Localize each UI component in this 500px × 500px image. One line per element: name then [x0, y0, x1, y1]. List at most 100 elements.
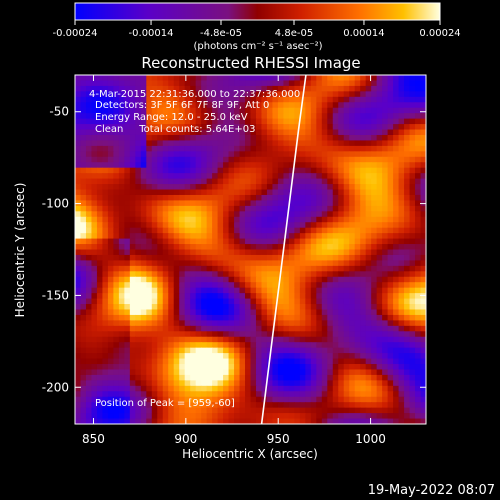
heatmap-cell [239, 156, 246, 163]
heatmap-cell [283, 162, 290, 169]
heatmap-cell [201, 320, 208, 327]
heatmap-cell [349, 347, 356, 354]
heatmap-cell [332, 260, 339, 267]
heatmap-cell [228, 107, 235, 114]
heatmap-cell [162, 244, 169, 251]
heatmap-cell [201, 222, 208, 229]
heatmap-cell [349, 189, 356, 196]
heatmap-cell [376, 118, 383, 125]
heatmap-cell [343, 156, 350, 163]
heatmap-cell [294, 189, 301, 196]
heatmap-cell [96, 205, 104, 212]
heatmap-cell [212, 124, 219, 131]
heatmap-cell [349, 418, 356, 424]
heatmap-cell [217, 107, 224, 114]
x-axis-label: Heliocentric X (arcsec) [182, 447, 318, 461]
heatmap-cell [261, 298, 268, 305]
y-tick-label: -50 [49, 105, 69, 119]
heatmap-cell [415, 227, 422, 234]
heatmap-cell [266, 216, 274, 223]
heatmap-cell [338, 167, 345, 174]
heatmap-cell [266, 238, 274, 245]
heatmap-cell [190, 287, 197, 294]
heatmap-cell [140, 107, 147, 114]
heatmap-cell [173, 113, 180, 120]
heatmap-cell [124, 75, 131, 82]
heatmap-cell [140, 118, 147, 125]
heatmap-cell [321, 200, 328, 207]
heatmap-cell [415, 249, 422, 256]
heatmap-cell [102, 96, 109, 103]
heatmap-cell [327, 396, 334, 403]
heatmap-cell [327, 413, 334, 420]
heatmap-cell [343, 118, 350, 125]
heatmap-cell [162, 216, 169, 223]
heatmap-cell [321, 347, 328, 354]
heatmap-cell [212, 205, 219, 212]
heatmap-cell [245, 244, 252, 251]
heatmap-cell [409, 271, 416, 278]
heatmap-cell [206, 353, 213, 360]
heatmap-cell [96, 336, 104, 343]
heatmap-cell [299, 347, 306, 354]
heatmap-cell [299, 129, 306, 136]
heatmap-cell [382, 102, 389, 109]
heatmap-cell [85, 140, 93, 147]
heatmap-cell [354, 369, 361, 376]
heatmap-cell [184, 282, 191, 289]
heatmap-cell [85, 336, 93, 343]
heatmap-cell [332, 173, 339, 180]
heatmap-cell [382, 238, 389, 245]
heatmap-cell [135, 342, 142, 349]
heatmap-cell [85, 227, 93, 234]
heatmap-cell [371, 282, 378, 289]
heatmap-cell [80, 145, 87, 152]
heatmap-cell [223, 167, 230, 174]
heatmap-cell [91, 293, 98, 300]
heatmap-cell [201, 238, 208, 245]
heatmap-cell [146, 265, 153, 272]
heatmap-cell [151, 385, 158, 392]
heatmap-cell [80, 200, 87, 207]
heatmap-cell [102, 178, 109, 185]
heatmap-cell [360, 80, 367, 87]
heatmap-cell [162, 260, 169, 267]
heatmap-cell [217, 402, 224, 409]
heatmap-cell [332, 293, 339, 300]
heatmap-cell [168, 85, 175, 92]
heatmap-cell [234, 391, 241, 398]
heatmap-cell [195, 254, 202, 261]
heatmap-cell [371, 156, 378, 163]
heatmap-cell [277, 96, 284, 103]
heatmap-cell [140, 276, 147, 283]
heatmap-cell [327, 402, 334, 409]
heatmap-cell [206, 205, 213, 212]
heatmap-cell [266, 374, 274, 381]
heatmap-cell [277, 216, 284, 223]
heatmap-cell [96, 162, 104, 169]
heatmap-cell [349, 102, 356, 109]
heatmap-cell [85, 134, 93, 142]
heatmap-cell [245, 102, 252, 109]
heatmap-cell [283, 342, 290, 349]
heatmap-cell [305, 244, 312, 251]
heatmap-cell [179, 80, 186, 87]
heatmap-cell [118, 304, 125, 311]
heatmap-cell [245, 342, 252, 349]
heatmap-cell [162, 167, 169, 174]
heatmap-cell [354, 145, 361, 152]
heatmap-cell [179, 385, 186, 392]
heatmap-cell [151, 364, 158, 371]
heatmap-cell [250, 380, 257, 387]
heatmap-cell [146, 216, 153, 223]
heatmap-cell [393, 91, 400, 98]
heatmap-cell [113, 205, 120, 212]
heatmap-cell [212, 249, 219, 256]
heatmap-cell [184, 407, 191, 414]
heatmap-cell [129, 309, 136, 316]
heatmap-cell [277, 227, 284, 234]
heatmap-cell [102, 189, 109, 196]
heatmap-cell [162, 309, 169, 316]
heatmap-cell [239, 325, 246, 332]
heatmap-cell [398, 396, 405, 403]
